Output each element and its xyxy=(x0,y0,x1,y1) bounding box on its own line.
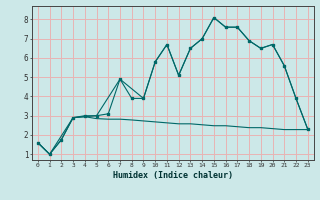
X-axis label: Humidex (Indice chaleur): Humidex (Indice chaleur) xyxy=(113,171,233,180)
